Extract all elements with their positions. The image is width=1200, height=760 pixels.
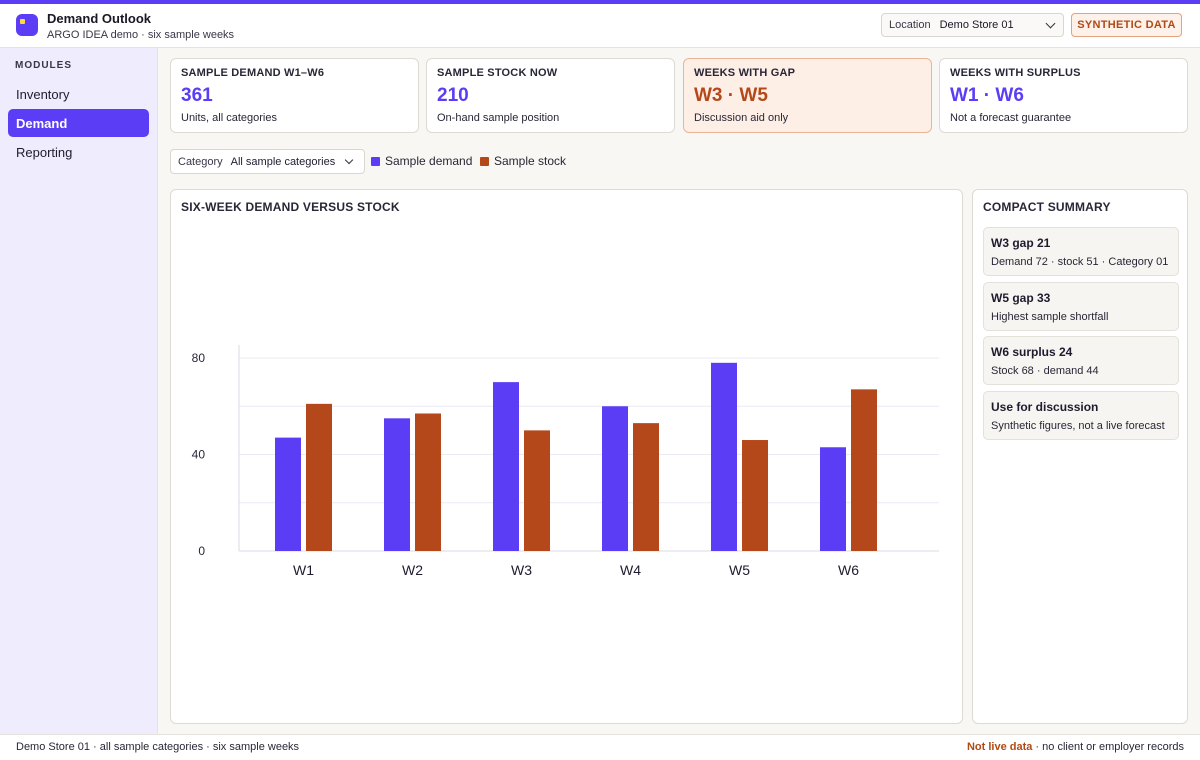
category-value: All sample categories — [230, 155, 336, 168]
location-select[interactable]: Location Demo Store 01 — [881, 13, 1064, 37]
legend-item-demand: Sample demand — [371, 154, 472, 168]
kpi-card-weeks-with-surplus: WEEKS WITH SURPLUS W1 · W6 Not a forecas… — [939, 58, 1188, 133]
summary-card-detail: Demand 72 · stock 51 · Category 01 — [991, 256, 1169, 268]
summary-card-title: Use for discussion — [991, 400, 1099, 414]
kpi-card-sample-stock: SAMPLE STOCK NOW 210 On-hand sample posi… — [426, 58, 675, 133]
x-tick-label: W5 — [729, 562, 750, 578]
status-left-text: Demo Store 01 · all sample categories · … — [16, 741, 300, 753]
app-header: Demand Outlook ARGO IDEA demo · six samp… — [0, 4, 1200, 48]
summary-card-detail: Synthetic figures, not a live forecast — [991, 420, 1165, 432]
bar-chart: 0 40 80 W1 W2 W3 W4 W5 W6 — [192, 345, 939, 578]
location-label: Location — [889, 19, 931, 31]
bar-stock — [633, 423, 659, 551]
sidebar-item-inventory[interactable]: Inventory — [16, 86, 70, 102]
x-tick-label: W3 — [511, 562, 532, 578]
x-tick-label: W4 — [620, 562, 641, 578]
chart-panel: SIX-WEEK DEMAND VERSUS STOCK 0 40 80 W1 W2 W3… — [170, 189, 963, 724]
bar-demand — [602, 406, 628, 551]
bar-demand — [384, 418, 410, 551]
sidebar: MODULES Inventory Demand Reporting — [0, 48, 158, 734]
bar-stock — [524, 430, 550, 551]
bar-demand — [275, 437, 301, 551]
kpi-label: WEEKS WITH GAP — [694, 67, 796, 79]
y-tick-label: 80 — [192, 351, 206, 365]
y-tick-label: 40 — [192, 448, 206, 462]
bar-stock — [306, 403, 332, 551]
location-value: Demo Store 01 — [939, 19, 1014, 31]
legend-swatch-stock — [480, 156, 489, 166]
app-title: Demand Outlook — [47, 11, 152, 26]
category-select[interactable]: Category All sample categories — [170, 149, 365, 174]
y-tick-label: 0 — [198, 544, 205, 558]
bar-stock — [415, 413, 441, 551]
legend-label: Sample demand — [385, 154, 473, 168]
kpi-value: 210 — [437, 85, 469, 106]
kpi-note: On-hand sample position — [437, 112, 560, 124]
summary-card-detail: Stock 68 · demand 44 — [991, 365, 1099, 377]
bar-demand — [711, 362, 737, 551]
app-logo-icon — [16, 14, 38, 36]
bar-stock — [742, 440, 768, 551]
chevron-down-icon — [344, 155, 354, 165]
app-subtitle: ARGO IDEA demo · six sample weeks — [47, 29, 235, 41]
kpi-note: Discussion aid only — [694, 112, 789, 124]
summary-card: W6 surplus 24 Stock 68 · demand 44 — [983, 336, 1179, 385]
kpi-label: SAMPLE STOCK NOW — [437, 67, 558, 79]
status-right: Not live data · no client or employer re… — [967, 741, 1184, 753]
x-tick-label: W1 — [293, 562, 314, 578]
summary-title: COMPACT SUMMARY — [983, 200, 1111, 214]
bar-demand — [820, 447, 846, 551]
x-tick-label: W2 — [402, 562, 423, 578]
summary-card-title: W3 gap 21 — [991, 236, 1051, 250]
chevron-down-icon — [1045, 18, 1056, 29]
status-right-text: · no client or employer records — [1032, 741, 1184, 753]
x-tick-label: W6 — [838, 562, 859, 578]
summary-card-title: W5 gap 33 — [991, 291, 1051, 305]
kpi-note: Units, all categories — [181, 112, 277, 124]
sidebar-item-reporting[interactable]: Reporting — [16, 144, 73, 160]
kpi-value: W1 · W6 — [950, 85, 1024, 106]
summary-panel: COMPACT SUMMARY W3 gap 21 Demand 72 · st… — [972, 189, 1188, 724]
sidebar-item-demand[interactable]: Demand — [8, 109, 149, 137]
summary-card: W5 gap 33 Highest sample shortfall — [983, 282, 1179, 331]
kpi-value: 361 — [181, 85, 213, 106]
legend-label: Sample stock — [494, 154, 567, 168]
chart-title: SIX-WEEK DEMAND VERSUS STOCK — [181, 200, 400, 214]
legend-item-stock: Sample stock — [480, 154, 566, 168]
kpi-value: W3 · W5 — [694, 85, 768, 106]
sidebar-heading: MODULES — [15, 60, 72, 71]
bar-stock — [851, 389, 877, 551]
status-bar: Demo Store 01 · all sample categories · … — [0, 734, 1200, 760]
summary-card-detail: Highest sample shortfall — [991, 311, 1109, 323]
status-warning: Not live data — [966, 741, 1033, 753]
kpi-label: SAMPLE DEMAND W1–W6 — [181, 67, 325, 79]
synthetic-data-badge: SYNTHETIC DATA — [1071, 13, 1182, 37]
category-label: Category — [178, 155, 223, 168]
summary-card-title: W6 surplus 24 — [991, 345, 1073, 359]
kpi-label: WEEKS WITH SURPLUS — [950, 67, 1081, 79]
summary-card: W3 gap 21 Demand 72 · stock 51 · Categor… — [983, 227, 1179, 276]
summary-card: Use for discussion Synthetic figures, no… — [983, 391, 1179, 440]
legend-swatch-demand — [371, 156, 380, 166]
top-accent-bar — [0, 0, 1200, 4]
kpi-card-weeks-with-gap: WEEKS WITH GAP W3 · W5 Discussion aid on… — [683, 58, 932, 133]
bar-demand — [493, 382, 519, 551]
kpi-note: Not a forecast guarantee — [950, 112, 1072, 124]
kpi-card-sample-demand: SAMPLE DEMAND W1–W6 361 Units, all categ… — [170, 58, 419, 133]
